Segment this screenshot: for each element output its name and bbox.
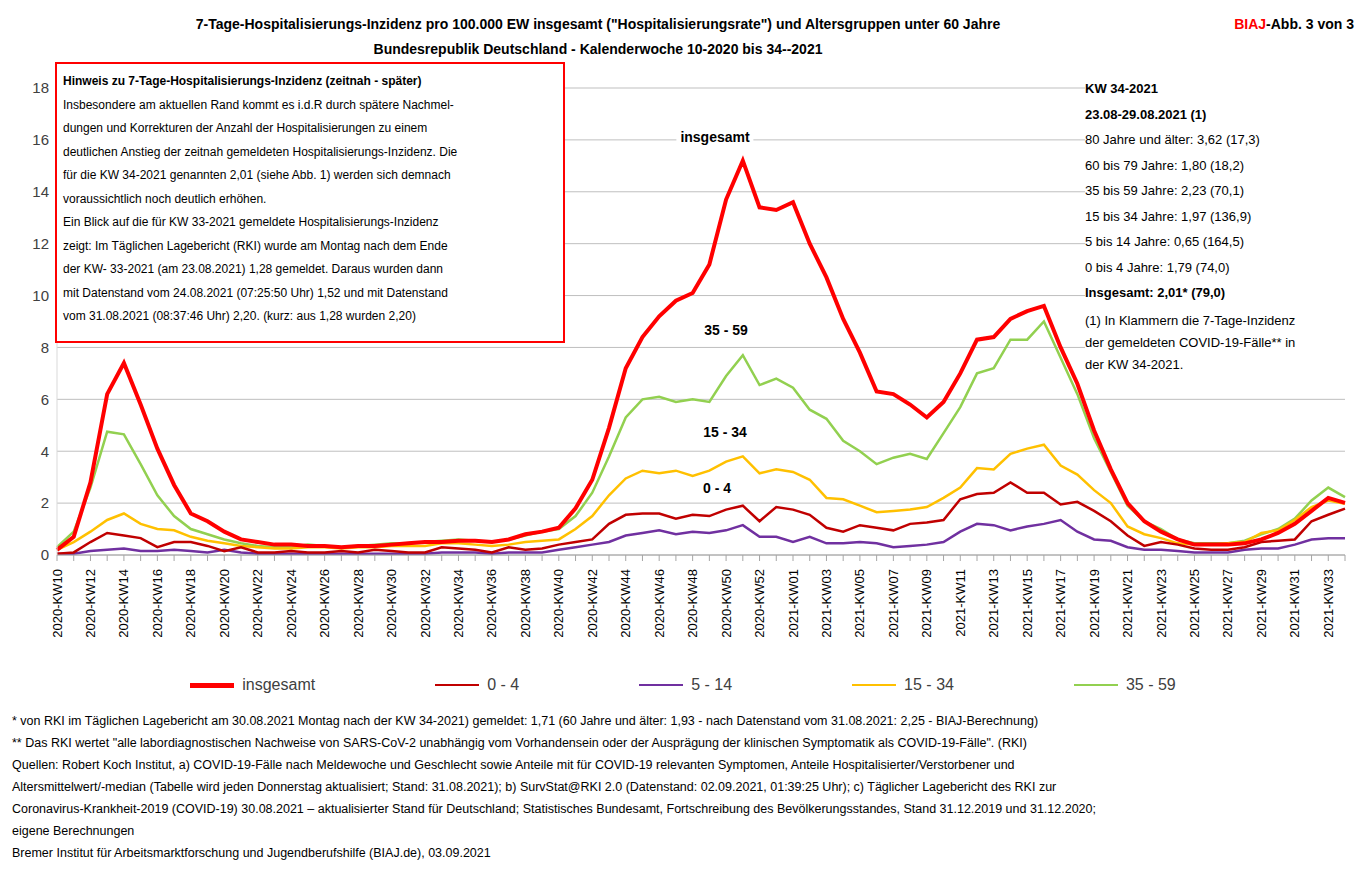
svg-text:2020-KW44: 2020-KW44 xyxy=(618,569,633,638)
svg-text:2: 2 xyxy=(41,494,49,511)
html-text:23.08-29.08.2021 (1): 23.08-29.08.2021 (1) xyxy=(1085,106,1207,122)
html-text:** Das RKI wertet "alle labord: ** Das RKI wertet "alle labordiagnostisc… xyxy=(12,736,1027,750)
html-text:Coronavirus-Krankheit-2019 (CO: Coronavirus-Krankheit-2019 (COVID-19) 30… xyxy=(12,802,1096,816)
svg-text:2021-KW29: 2021-KW29 xyxy=(1254,569,1269,638)
svg-text:2020-KW32: 2020-KW32 xyxy=(418,569,433,638)
html-text:der KW 34-2021.: der KW 34-2021. xyxy=(1085,356,1184,372)
html-text:insgesamt: insgesamt xyxy=(242,676,316,693)
svg-text:2021-KW17: 2021-KW17 xyxy=(1053,569,1068,638)
svg-text:2020-KW30: 2020-KW30 xyxy=(384,569,399,638)
html-text:der KW- 33-2021 (am 23.08.2021: der KW- 33-2021 (am 23.08.2021) 1,28 gem… xyxy=(63,262,443,276)
svg-text:2020-KW38: 2020-KW38 xyxy=(518,569,533,638)
html-text:15 bis 34 Jahre: 1,97 (136,9): 15 bis 34 Jahre: 1,97 (136,9) xyxy=(1085,208,1252,224)
svg-text:2021-KW25: 2021-KW25 xyxy=(1187,569,1202,638)
svg-text:2020-KW50: 2020-KW50 xyxy=(719,569,734,638)
svg-text:16: 16 xyxy=(32,131,49,148)
html-text:0 bis 4 Jahre: 1,79 (74,0): 0 bis 4 Jahre: 1,79 (74,0) xyxy=(1085,259,1230,275)
svg-text:2020-KW14: 2020-KW14 xyxy=(116,569,131,638)
svg-text:10: 10 xyxy=(32,287,49,304)
html-text:Insbesondere am aktuellen Rand: Insbesondere am aktuellen Rand kommt es … xyxy=(63,97,454,112)
html-text:(1) In Klammern die 7-Tage-Inz: (1) In Klammern die 7-Tage-Inzidenz xyxy=(1085,312,1296,328)
html-text:Altersmittelwert/-median (Tabe: Altersmittelwert/-median (Tabelle wird j… xyxy=(12,780,1057,794)
svg-text:2020-KW16: 2020-KW16 xyxy=(150,569,165,638)
html-text:eigene Berechnungen: eigene Berechnungen xyxy=(12,824,135,838)
svg-text:2021-KW05: 2021-KW05 xyxy=(852,569,867,638)
html-text:5 bis 14 Jahre: 0,65 (164,5): 5 bis 14 Jahre: 0,65 (164,5) xyxy=(1085,234,1244,249)
svg-text:2020-KW52: 2020-KW52 xyxy=(752,569,767,638)
svg-text:2021-KW13: 2021-KW13 xyxy=(986,569,1001,638)
html-text:80 Jahre und älter: 3,62 (17,3: 80 Jahre und älter: 3,62 (17,3) xyxy=(1085,132,1260,147)
svg-text:2021-KW15: 2021-KW15 xyxy=(1020,569,1035,638)
html-text:60 bis 79 Jahre: 1,80 (18,2): 60 bis 79 Jahre: 1,80 (18,2) xyxy=(1085,157,1244,173)
svg-text:2021-KW23: 2021-KW23 xyxy=(1154,569,1169,638)
svg-text:2020-KW10: 2020-KW10 xyxy=(50,569,65,638)
svg-text:2021-KW09: 2021-KW09 xyxy=(919,569,934,638)
svg-text:2021-KW33: 2021-KW33 xyxy=(1321,569,1336,638)
html-text:* von RKI im Täglichen Lageber: * von RKI im Täglichen Lagebericht am 30… xyxy=(12,714,1039,728)
svg-text:6: 6 xyxy=(41,391,49,408)
svg-text:18: 18 xyxy=(32,79,49,96)
svg-text:2020-KW22: 2020-KW22 xyxy=(250,569,265,638)
svg-text:14: 14 xyxy=(32,183,49,200)
html-text:BIAJ -Abb. 3 von 3: BIAJ -Abb. 3 von 3 xyxy=(1234,16,1354,32)
html-text:Hinweis zu 7-Tage-Hospitalisie: Hinweis zu 7-Tage-Hospitalisierungs-Inzi… xyxy=(63,74,422,88)
html-text:35 - 59: 35 - 59 xyxy=(1125,676,1176,693)
html-text:vom 31.08.2021 (08:37:46 Uhr): vom 31.08.2021 (08:37:46 Uhr) 2,20. (kur… xyxy=(63,309,416,323)
svg-text:2021-KW19: 2021-KW19 xyxy=(1087,569,1102,638)
html-text:15 - 34: 15 - 34 xyxy=(904,676,954,693)
svg-text:2020-KW46: 2020-KW46 xyxy=(652,569,667,638)
svg-text:2020-KW48: 2020-KW48 xyxy=(685,569,700,638)
html-text:für die KW 34-2021 genannten 2: für die KW 34-2021 genannten 2,01 (siehe… xyxy=(63,168,451,182)
svg-text:2020-KW36: 2020-KW36 xyxy=(484,569,499,638)
html-text:mit Datenstand vom 24.08.2021: mit Datenstand vom 24.08.2021 (07:25:50 … xyxy=(63,285,448,300)
html-text:35 bis 59 Jahre: 2,23 (70,1): 35 bis 59 Jahre: 2,23 (70,1) xyxy=(1085,183,1244,198)
html-text:Bundesrepublik Deutschland - K: Bundesrepublik Deutschland - Kalenderwoc… xyxy=(373,41,823,57)
svg-text:0: 0 xyxy=(41,546,49,563)
html-text:0 - 4: 0 - 4 xyxy=(487,676,520,693)
svg-text:4: 4 xyxy=(41,443,49,460)
svg-text:2020-KW20: 2020-KW20 xyxy=(217,569,232,638)
svg-text:2020-KW12: 2020-KW12 xyxy=(83,569,98,638)
svg-text:2020-KW26: 2020-KW26 xyxy=(317,569,332,638)
html-text:zeigt: Im Täglichen Lageberich: zeigt: Im Täglichen Lagebericht (RKI) wu… xyxy=(63,238,448,253)
html-text:KW 34-2021: KW 34-2021 xyxy=(1085,81,1158,96)
svg-text:2020-KW42: 2020-KW42 xyxy=(585,569,600,638)
svg-text:2021-KW21: 2021-KW21 xyxy=(1120,569,1135,638)
html-text:15 - 34: 15 - 34 xyxy=(703,424,747,440)
svg-text:2021-KW03: 2021-KW03 xyxy=(819,569,834,638)
html-text:deutlichen Anstieg der zeitnah: deutlichen Anstieg der zeitnah gemeldete… xyxy=(63,144,458,159)
html-text:insgesamt: insgesamt xyxy=(680,129,750,145)
svg-text:2020-KW40: 2020-KW40 xyxy=(551,569,566,638)
svg-text:12: 12 xyxy=(32,235,49,252)
html-text:0 - 4: 0 - 4 xyxy=(703,480,731,496)
svg-text:2020-KW24: 2020-KW24 xyxy=(284,569,299,638)
html-text:voraussichtlich noch deutlich: voraussichtlich noch deutlich erhöhen. xyxy=(63,191,267,206)
html-text:dungen und Korrekturen der Anz: dungen und Korrekturen der Anzahl der Ho… xyxy=(63,121,428,135)
html-text:Quellen: Robert Koch Institut,: Quellen: Robert Koch Institut, a) COVID-… xyxy=(12,758,1015,772)
html-text:Insgesamt: 2,01* (79,0): Insgesamt: 2,01* (79,0) xyxy=(1085,285,1226,300)
svg-text:8: 8 xyxy=(41,339,49,356)
html-text:der gemeldeten COVID-19-Fälle*: der gemeldeten COVID-19-Fälle** in xyxy=(1085,334,1296,350)
html-text:7-Tage-Hospitalisierungs-Inzid: 7-Tage-Hospitalisierungs-Inzidenz pro 10… xyxy=(195,16,1001,32)
svg-text:2021-KW11: 2021-KW11 xyxy=(953,569,968,637)
svg-text:2020-KW28: 2020-KW28 xyxy=(351,569,366,638)
svg-text:2021-KW31: 2021-KW31 xyxy=(1287,569,1302,638)
svg-text:2021-KW01: 2021-KW01 xyxy=(786,569,801,638)
html-text:5 - 14: 5 - 14 xyxy=(691,676,733,693)
html-text:Bremer Institut für Arbeitsmar: Bremer Institut für Arbeitsmarktforschun… xyxy=(12,846,491,860)
svg-text:2021-KW27: 2021-KW27 xyxy=(1220,569,1235,638)
html-text:Ein Blick auf die für KW 33-20: Ein Blick auf die für KW 33-2021 gemelde… xyxy=(63,215,439,229)
svg-text:2020-KW34: 2020-KW34 xyxy=(451,569,466,638)
html-text:35 - 59: 35 - 59 xyxy=(704,322,748,338)
svg-text:2020-KW18: 2020-KW18 xyxy=(183,569,198,638)
svg-text:2021-KW07: 2021-KW07 xyxy=(886,569,901,638)
